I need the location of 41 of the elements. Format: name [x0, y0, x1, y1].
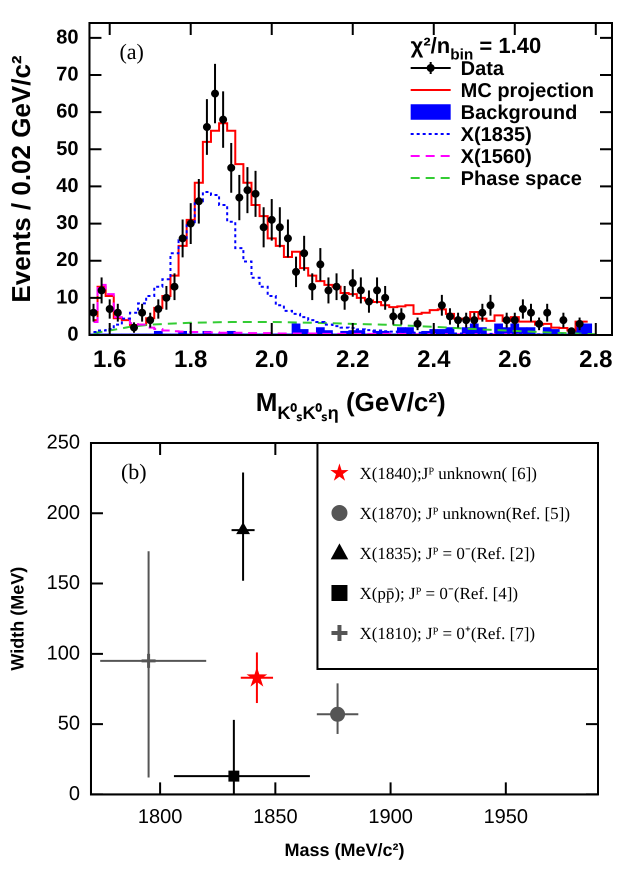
- legend-label: X(1840);Jᴾ unknown( [6]): [359, 464, 537, 484]
- x-tick-label: 2.0: [255, 346, 288, 374]
- legend-label: X(1870); Jᴾ unknown(Ref. [5]): [359, 504, 570, 524]
- y-tick-label: 200: [46, 502, 80, 524]
- x-tick-label: 2.4: [417, 346, 452, 374]
- y-axis-title: Events / 0.02 GeV/c²: [6, 55, 36, 303]
- y-tick-label: 60: [56, 100, 78, 123]
- x-tick-label: 2.6: [498, 346, 532, 374]
- x-tick-label: 1900: [368, 806, 413, 828]
- y-axis-title: Width (MeV): [7, 566, 28, 671]
- legend-label: X(1835): [460, 124, 532, 146]
- x-tick-label: 1950: [484, 806, 528, 828]
- x-tick-label: 1800: [138, 806, 182, 828]
- legend-label: Phase space: [460, 168, 582, 190]
- x-tick-label: 2.8: [579, 346, 612, 374]
- x-tick-label: 1.8: [174, 346, 208, 374]
- y-tick-label: 0: [67, 324, 78, 346]
- y-tick-label: 30: [56, 212, 78, 234]
- x-tick-label: 2.2: [336, 346, 370, 374]
- legend-label: X(1835); Jᴾ = 0⁻(Ref. [2]): [359, 544, 536, 564]
- x-tick-label: 1.6: [93, 346, 126, 374]
- y-tick-label: 250: [46, 432, 80, 454]
- legend-label: X(pp̄); Jᴾ = 0⁻(Ref. [4]): [359, 584, 518, 604]
- y-tick-label: 80: [56, 26, 78, 48]
- annotation: (b): [120, 459, 147, 484]
- y-tick-label: 50: [58, 712, 80, 735]
- legend-label: Background: [460, 102, 578, 124]
- x-tick-label: 1850: [253, 806, 298, 828]
- y-tick-label: 10: [56, 286, 78, 308]
- y-tick-label: 0: [68, 782, 80, 805]
- y-tick-label: 70: [56, 64, 78, 86]
- y-tick-label: 40: [56, 174, 78, 197]
- legend-label: X(1810); Jᴾ = 0⁺(Ref. [7]): [359, 624, 536, 644]
- legend-label: MC projection: [460, 80, 594, 102]
- annotation: (a): [119, 39, 144, 64]
- legend-label: X(1560): [460, 146, 532, 168]
- y-tick-label: 50: [56, 138, 78, 160]
- x-axis-title: Mass (MeV/c²): [284, 840, 405, 860]
- y-tick-label: 150: [46, 572, 80, 594]
- y-tick-label: 20: [56, 249, 78, 272]
- y-tick-label: 100: [46, 642, 80, 664]
